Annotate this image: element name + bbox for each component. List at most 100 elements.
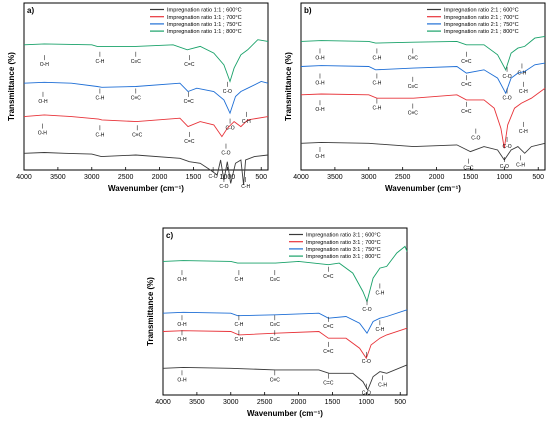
legend-entry: Impregnation ratio 2:1 ; 750°C xyxy=(444,22,519,28)
band-label: C-O xyxy=(471,136,480,142)
chart-panel-b: 4000 3500 3000 2500 2000 1500 1000 500 Wavenumbe… xyxy=(284,2,546,193)
legend-entry: Impregnation ratio 1:1 ; 600°C xyxy=(167,8,242,14)
x-tick-label: 2000 xyxy=(291,399,307,406)
band-label: C-H xyxy=(241,184,250,190)
band-label: C-O xyxy=(362,307,371,313)
x-tick-label: 3500 xyxy=(327,174,343,181)
band-label: C=C xyxy=(463,166,474,172)
band-label: C≡C xyxy=(270,337,281,343)
band-label: C≡C xyxy=(270,277,281,283)
band-label: C-H xyxy=(375,327,384,333)
x-tick-label: 1500 xyxy=(186,174,202,181)
band-label: C-H xyxy=(372,80,381,86)
band-label: C=C xyxy=(323,381,334,387)
band-label: O-H xyxy=(177,277,187,283)
band-label: C-H xyxy=(242,119,251,125)
band-label: O-H xyxy=(177,337,187,343)
series-line-2 xyxy=(162,309,408,335)
x-tick-label: 2500 xyxy=(257,399,273,406)
x-tick-label: 4000 xyxy=(293,174,309,181)
band-label: C-O xyxy=(500,164,509,170)
legend-entry: Impregnation ratio 2:1 ; 700°C xyxy=(444,15,519,21)
x-tick-label: 3500 xyxy=(50,174,66,181)
band-label: O-H xyxy=(38,131,48,137)
chart-panel-c: 4000 3500 3000 2500 2000 1500 1000 500 Wavenumbe… xyxy=(146,227,408,418)
series-line-3 xyxy=(162,245,408,303)
band-label: C=C xyxy=(461,82,472,88)
band-label: C≡C xyxy=(408,55,419,61)
legend-entry: Impregnation ratio 1:1 ; 800°C xyxy=(167,29,242,35)
band-label: C-O xyxy=(502,96,511,102)
band-label: C-H xyxy=(234,337,243,343)
band-label: C≡C xyxy=(270,322,281,328)
x-tick-label: 1000 xyxy=(359,399,375,406)
band-label: O-H xyxy=(315,55,325,61)
band-label: C≡C xyxy=(408,111,419,117)
band-label: C=C xyxy=(461,59,472,65)
band-label: C-O xyxy=(221,151,230,157)
x-tick-label: 1000 xyxy=(220,174,236,181)
band-label: O-H xyxy=(315,154,325,160)
panel-label: a) xyxy=(27,6,34,15)
x-tick-label: 4000 xyxy=(16,174,32,181)
panel-label: c) xyxy=(166,231,173,240)
x-tick-label: 2500 xyxy=(118,174,134,181)
band-label: C-H xyxy=(95,96,104,102)
band-label: C=C xyxy=(323,349,334,355)
legend-entry: Impregnation ratio 3:1 ; 700°C xyxy=(306,240,381,246)
band-label: C-H xyxy=(519,89,528,95)
legend-entry: Impregnation ratio 3:1 ; 600°C xyxy=(306,233,381,239)
band-label: C-H xyxy=(375,290,384,296)
legend-entry: Impregnation ratio 2:1 ; 600°C xyxy=(444,8,519,14)
series-line-3 xyxy=(300,35,546,71)
band-label: C-H xyxy=(378,382,387,388)
x-tick-label: 4000 xyxy=(155,399,171,406)
band-label: C-H xyxy=(372,55,381,61)
chart-panel-a: 4000 3500 3000 2500 2000 1500 1000 500 Wavenumbe… xyxy=(7,2,269,193)
band-label: C-H xyxy=(234,277,243,283)
band-label: C-H xyxy=(518,70,527,76)
band-label: C-O xyxy=(225,126,234,132)
band-label: C-H xyxy=(234,322,243,328)
legend-entry: Impregnation ratio 3:1 ; 800°C xyxy=(306,254,381,260)
plot-frame xyxy=(23,2,269,171)
x-tick-label: 3000 xyxy=(84,174,100,181)
band-label: C≡C xyxy=(270,377,281,383)
band-label: C-H xyxy=(516,162,525,168)
x-axis-label: Wavenumber (cm⁻¹) xyxy=(108,184,184,193)
band-label: C-H xyxy=(372,106,381,112)
band-label: O-H xyxy=(38,99,48,105)
band-label: C≡C xyxy=(131,96,142,102)
x-tick-label: 500 xyxy=(255,174,267,181)
x-axis-label: Wavenumber (cm⁻¹) xyxy=(247,409,323,418)
legend-entry: Impregnation ratio 1:1 ; 750°C xyxy=(167,22,242,28)
y-axis-label: Transmittance (%) xyxy=(7,52,16,121)
band-label: O-H xyxy=(315,107,325,113)
band-label: C-O xyxy=(362,391,371,397)
plot-frame xyxy=(300,2,546,171)
x-tick-label: 3000 xyxy=(223,399,239,406)
band-label: C=C xyxy=(323,324,334,330)
x-tick-label: 2000 xyxy=(429,174,445,181)
band-label: C=C xyxy=(323,274,334,280)
band-label: O-H xyxy=(177,377,187,383)
band-label: C-O xyxy=(209,174,218,180)
band-label: O-H xyxy=(40,62,50,68)
band-label: C≡C xyxy=(132,132,143,138)
legend-entry: Impregnation ratio 3:1 ; 750°C xyxy=(306,247,381,253)
band-label: C-O xyxy=(223,89,232,95)
band-label: C≡C xyxy=(408,84,419,90)
x-tick-label: 1500 xyxy=(463,174,479,181)
band-label: C=C xyxy=(461,109,472,115)
y-axis-label: Transmittance (%) xyxy=(284,52,293,121)
series-line-3 xyxy=(23,39,269,83)
y-axis-label: Transmittance (%) xyxy=(146,277,155,346)
series-line-1 xyxy=(162,327,408,360)
band-label: C-H xyxy=(95,132,104,138)
series-line-0 xyxy=(300,141,546,161)
band-label: O-H xyxy=(177,322,187,328)
band-label: C-H xyxy=(519,129,528,135)
series-line-0 xyxy=(23,152,269,186)
panel-label: b) xyxy=(304,6,312,15)
